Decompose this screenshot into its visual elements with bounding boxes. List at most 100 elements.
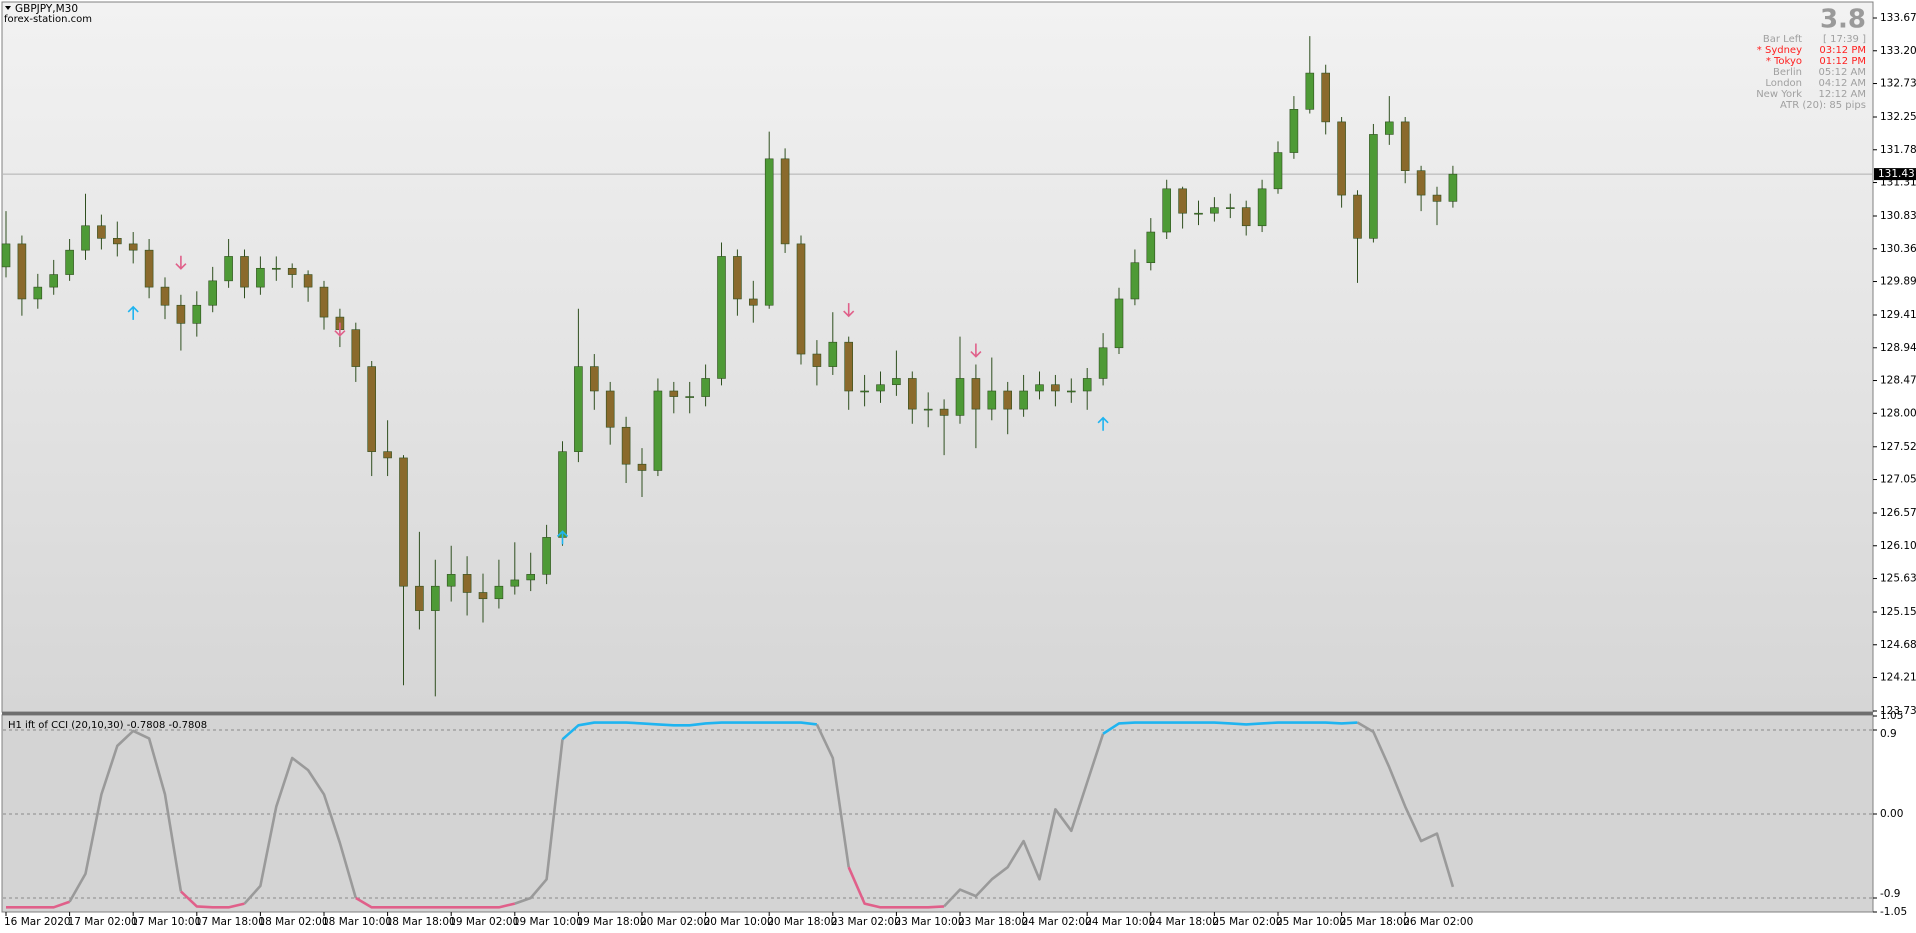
clock-time: 05:12 AM — [1819, 67, 1866, 78]
atr-label: ATR (20): 85 pips — [1780, 100, 1866, 111]
y-tick-label: 124.680 — [1880, 639, 1916, 651]
arrow-up — [556, 530, 569, 545]
candle-body — [828, 341, 838, 367]
x-tick-label: 20 Mar 18:00 — [767, 916, 837, 928]
candle-body — [1369, 134, 1378, 239]
arrow-down — [970, 343, 982, 358]
indicator-line — [514, 739, 564, 905]
menu-triangle[interactable] — [5, 6, 11, 10]
x-tick-label: 19 Mar 02:00 — [449, 916, 519, 928]
indicator-line — [1102, 721, 1358, 735]
candle-body — [892, 378, 901, 386]
candle-body — [256, 267, 265, 288]
candle-body — [796, 243, 806, 355]
candle-body — [939, 408, 949, 416]
countdown: 3.8 — [1820, 5, 1866, 35]
y-tick-label: 129.890 — [1880, 276, 1916, 288]
y-tick-label: 130.360 — [1880, 243, 1916, 255]
clock-label: London — [1765, 78, 1802, 89]
candle-body — [1098, 347, 1108, 379]
clock-label: Berlin — [1773, 67, 1802, 78]
clock-label: * Sydney — [1757, 45, 1802, 56]
candle-body — [160, 286, 170, 306]
y-tick-label: 126.100 — [1880, 540, 1916, 552]
y-tick-label: 0.9 — [1880, 728, 1897, 740]
y-tick-label: 1.05 — [1880, 710, 1903, 722]
candle-body — [192, 304, 202, 324]
candle-body — [605, 390, 615, 428]
candle-body — [1416, 170, 1426, 196]
y-tick-label: 127.050 — [1880, 474, 1916, 486]
clock-time: 03:12 PM — [1819, 45, 1866, 56]
candle-body — [1067, 390, 1076, 393]
candle-body — [1273, 152, 1283, 190]
candle-body — [113, 238, 122, 245]
candle-body — [876, 384, 885, 392]
clock-time: [ 17:39 ] — [1823, 34, 1866, 45]
y-tick-label: 131.780 — [1880, 144, 1916, 156]
candle-body — [303, 274, 313, 288]
candle-body — [1130, 262, 1140, 300]
clock-label: New York — [1756, 89, 1802, 100]
indicator-line — [847, 866, 945, 909]
y-tick-label: 128.470 — [1880, 375, 1916, 387]
candle-body — [462, 574, 472, 593]
x-tick-label: 16 Mar 2020 — [4, 916, 71, 928]
indicator-line — [355, 896, 516, 909]
indicator-line — [6, 900, 71, 909]
x-tick-label: 17 Mar 10:00 — [131, 916, 201, 928]
indicator-line — [815, 723, 850, 868]
candle-body — [860, 390, 869, 393]
candle-body — [1114, 298, 1124, 349]
indicator-line — [561, 721, 818, 741]
candle-body — [717, 256, 726, 379]
y-tick-label: 128.940 — [1880, 342, 1916, 354]
x-tick-label: 25 Mar 02:00 — [1212, 916, 1282, 928]
candle-body — [621, 426, 631, 465]
x-tick-label: 24 Mar 02:00 — [1022, 916, 1092, 928]
candle-body — [669, 390, 679, 397]
arrow-up — [1097, 416, 1109, 431]
y-tick-label: 125.150 — [1880, 606, 1916, 618]
candle-body — [955, 378, 965, 416]
candle-body — [478, 592, 488, 600]
y-tick-label: 0.00 — [1880, 808, 1903, 820]
y-tick-label: 130.830 — [1880, 210, 1916, 222]
candle-body — [1194, 212, 1203, 215]
candle-body — [1400, 121, 1410, 171]
candle-body — [430, 585, 440, 611]
candle-body — [49, 274, 59, 288]
clock-label: * Tokyo — [1766, 56, 1802, 67]
candle-body — [971, 378, 981, 410]
candle-body — [1353, 194, 1362, 239]
y-tick-label: 123.730 — [1880, 705, 1916, 717]
candle-body — [128, 243, 138, 251]
indicator-line — [68, 729, 183, 903]
candle-body — [144, 249, 154, 288]
candle-body — [224, 256, 233, 282]
candle-body — [319, 286, 329, 318]
candle-body — [240, 256, 249, 288]
x-tick-label: 26 Mar 02:00 — [1403, 916, 1473, 928]
y-tick-label: 132.250 — [1880, 111, 1916, 123]
y-tick-label: 124.210 — [1880, 672, 1916, 684]
candle-body — [733, 256, 742, 300]
candle-body — [987, 390, 997, 410]
y-tick-label: 133.200 — [1880, 45, 1916, 57]
indicator-title: H1 ift of CCI (20,10,30) -0.7808 -0.7808 — [8, 720, 207, 731]
y-tick-label: 128.000 — [1880, 407, 1916, 419]
candle-body — [812, 353, 822, 367]
y-tick-label: 126.570 — [1880, 507, 1916, 519]
candle-body — [1019, 390, 1028, 410]
candle-body — [844, 341, 854, 392]
candle-body — [1321, 72, 1330, 123]
x-tick-label: 24 Mar 10:00 — [1085, 916, 1155, 928]
candle-body — [1337, 121, 1346, 196]
symbol-label: GBPJPY,M30 — [15, 3, 78, 15]
candle-body — [399, 457, 408, 587]
y-tick-label: 127.520 — [1880, 441, 1916, 453]
arrow-down — [175, 255, 187, 270]
candle-body — [1162, 188, 1171, 233]
